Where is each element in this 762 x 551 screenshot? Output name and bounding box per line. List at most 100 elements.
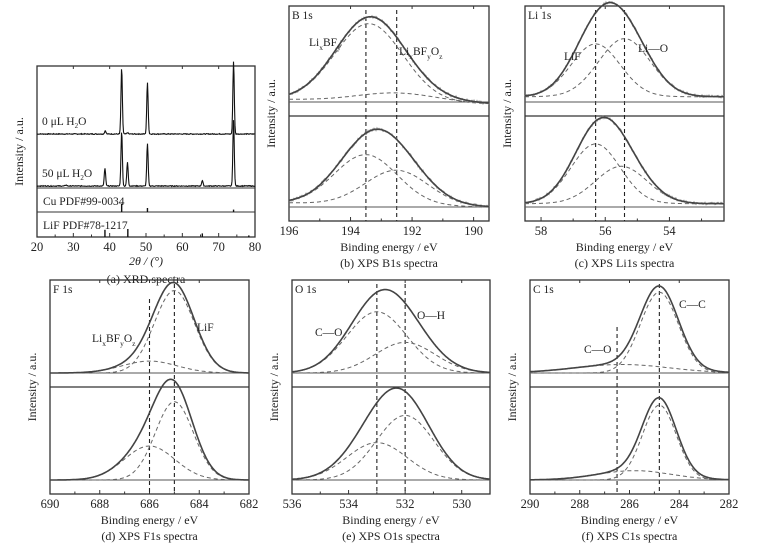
x-tick-label: 58 xyxy=(535,224,548,238)
fit-component xyxy=(288,23,489,105)
x-tick-label: 54 xyxy=(663,224,676,238)
y-axis-label: Intensity / a.u. xyxy=(25,353,39,422)
annotation-subscript: x xyxy=(102,339,106,348)
series-label-text: O xyxy=(78,116,86,128)
chart-caption: (f) XPS C1s spectra xyxy=(582,529,678,543)
x-tick-label: 288 xyxy=(570,497,589,511)
fit-component xyxy=(50,445,249,481)
xrd-series-line xyxy=(36,120,256,188)
fit-envelope xyxy=(50,281,249,374)
annotation-text: BF xyxy=(413,46,427,58)
chart-panel-e: 536 534 532 530 Binding energy / eV Intensity… xyxy=(267,279,491,543)
chart-caption: (e) XPS O1s spectra xyxy=(342,529,440,543)
series-label-text: 50 μL H xyxy=(42,168,80,180)
chart-caption: (b) XPS B1s spectra xyxy=(340,256,438,270)
x-tick-label: 688 xyxy=(90,497,109,511)
x-axis-label: Binding energy / eV xyxy=(581,513,679,527)
fit-envelope xyxy=(288,128,489,208)
x-axis-label: Binding energy / eV xyxy=(576,240,674,254)
fit-envelope xyxy=(50,378,249,481)
x-tick-label: 50 xyxy=(140,240,153,254)
annotation-lif: LiF xyxy=(564,51,581,63)
raw-spectrum xyxy=(291,387,491,480)
chart-caption: (d) XPS F1s spectra xyxy=(101,529,198,543)
annotation-lixbfyoz: LixBFyOz xyxy=(92,333,136,348)
reference-label: Cu PDF#99-0034 xyxy=(43,196,125,208)
x-tick-label: 682 xyxy=(240,497,259,511)
x-axis-label: Binding energy / eV xyxy=(342,513,440,527)
annotation-subscript: z xyxy=(132,339,136,348)
chart-panel-f: 290 288 286 284 282 Binding energy / eV Intens… xyxy=(505,279,739,543)
plot-frame xyxy=(288,5,490,222)
fit-component xyxy=(288,154,489,208)
x-tick-label: 30 xyxy=(67,240,80,254)
panel-label: O 1s xyxy=(295,284,317,296)
x-tick-label: 40 xyxy=(103,240,116,254)
panel-label: F 1s xyxy=(53,284,73,296)
x-tick-label: 20 xyxy=(31,240,44,254)
chart-panel-b: 196 194 192 190 Binding energy / eV Intensity… xyxy=(264,5,490,270)
x-axis-label: Binding energy / eV xyxy=(101,513,199,527)
x-tick-label: 190 xyxy=(464,224,483,238)
fit-envelope xyxy=(530,396,729,481)
panel-label: C 1s xyxy=(533,284,554,296)
x-tick-label: 530 xyxy=(452,497,471,511)
x-tick-label: 284 xyxy=(670,497,690,511)
fit-component xyxy=(50,360,249,374)
annotation-text: Li xyxy=(309,37,319,49)
annotation-subscript: z xyxy=(439,52,443,61)
annotation-text: O xyxy=(431,46,439,58)
fit-component xyxy=(292,414,491,481)
annotation-subscript: y xyxy=(337,43,341,52)
fit-component xyxy=(291,442,490,481)
annotation-subscript: y xyxy=(120,339,124,348)
annotation-subscript: y xyxy=(427,52,431,61)
fit-envelope xyxy=(291,387,491,481)
fit-component xyxy=(50,401,249,481)
raw-spectrum xyxy=(288,126,490,209)
fit-component xyxy=(289,92,489,104)
fit-component xyxy=(530,470,729,481)
chart-panel-d: 690 688 686 684 682 Binding energy / eV Intens… xyxy=(25,279,259,543)
x-tick-label: 534 xyxy=(339,497,359,511)
annotation-text: Li xyxy=(399,46,409,58)
panel-label: Li 1s xyxy=(528,10,552,22)
annotation-lixbfy: LixBFy xyxy=(309,37,341,52)
x-tick-label: 690 xyxy=(41,497,60,511)
annotation-text: Li xyxy=(92,333,102,345)
annotation-c-o: C—O xyxy=(315,327,342,339)
x-tick-label: 196 xyxy=(280,224,299,238)
x-tick-label: 686 xyxy=(140,497,159,511)
annotation-c-c: C—C xyxy=(679,299,706,311)
y-axis-label: Intensity / a.u. xyxy=(12,117,26,186)
x-tick-label: 684 xyxy=(190,497,210,511)
series-label-text: 0 μL H xyxy=(42,116,75,128)
x-tick-label: 290 xyxy=(521,497,540,511)
x-tick-label: 80 xyxy=(249,240,262,254)
annotation-subscript: x xyxy=(409,52,413,61)
annotation-o-h: O—H xyxy=(417,310,445,322)
x-axis-label: Binding energy / eV xyxy=(340,240,438,254)
series-label-subscript: 2 xyxy=(80,174,84,182)
chart-panel-c: 58 56 54 Binding energy / eV Intensity / a.u… xyxy=(500,0,725,270)
x-tick-label: 536 xyxy=(283,497,302,511)
x-tick-label: 56 xyxy=(599,224,612,238)
raw-spectrum xyxy=(50,378,249,481)
series-label-text: O xyxy=(84,168,92,180)
series-label-subscript: 2 xyxy=(75,122,79,130)
chart-panel-a: 20 30 40 50 60 70 80 2θ / (°) Intensity / a.u. (a… xyxy=(12,61,262,286)
series-label: 50 μL H2O xyxy=(42,168,92,182)
annotation-subscript: x xyxy=(319,43,323,52)
x-tick-label: 192 xyxy=(403,224,422,238)
x-tick-label: 194 xyxy=(341,224,361,238)
x-tick-label: 282 xyxy=(720,497,739,511)
plot-frame xyxy=(36,65,256,238)
annotation-lixbfyoz: LixBFyOz xyxy=(399,46,443,61)
chart-caption: (c) XPS Li1s spectra xyxy=(575,256,675,270)
fit-envelope xyxy=(291,288,491,374)
raw-spectrum xyxy=(288,14,490,105)
y-axis-label: Intensity / a.u. xyxy=(505,353,519,422)
raw-spectrum xyxy=(530,397,729,481)
fit-envelope xyxy=(524,116,724,205)
